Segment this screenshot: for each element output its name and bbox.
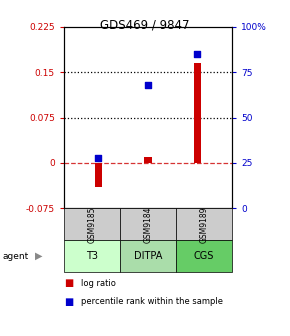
Text: agent: agent <box>3 252 29 261</box>
Text: log ratio: log ratio <box>81 279 116 288</box>
Text: ■: ■ <box>64 278 73 288</box>
Text: ▶: ▶ <box>35 251 43 261</box>
Text: GSM9184: GSM9184 <box>143 206 153 243</box>
Bar <box>95 163 102 187</box>
Text: ■: ■ <box>64 297 73 307</box>
Bar <box>144 157 152 163</box>
Text: GSM9185: GSM9185 <box>87 206 96 243</box>
Text: DITPA: DITPA <box>134 251 162 261</box>
Text: GSM9189: GSM9189 <box>200 206 209 243</box>
Point <box>195 51 200 57</box>
Point <box>96 155 101 160</box>
Text: percentile rank within the sample: percentile rank within the sample <box>81 297 223 306</box>
Text: T3: T3 <box>86 251 98 261</box>
Point <box>146 82 150 88</box>
Text: GDS469 / 9847: GDS469 / 9847 <box>100 18 190 32</box>
Bar <box>194 63 201 163</box>
Text: CGS: CGS <box>194 251 214 261</box>
